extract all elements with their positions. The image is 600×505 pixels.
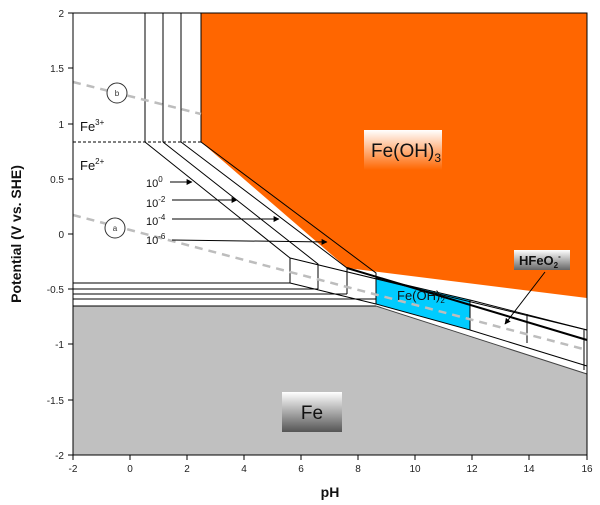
y-tick-label: -2 xyxy=(55,451,64,462)
x-tick-label: -2 xyxy=(69,464,78,475)
conc-label-base: 10 xyxy=(146,216,158,228)
fe3-label: Fe3+ xyxy=(80,118,105,134)
x-tick-label: 0 xyxy=(127,464,133,475)
fe-label: Fe xyxy=(301,403,323,424)
conc-arrows xyxy=(170,179,328,245)
fe3-feoh3-boundaries xyxy=(144,13,202,142)
x-tick-label: 6 xyxy=(298,464,304,475)
x-tick-label: 8 xyxy=(355,464,361,475)
feoh2-label-sub: 2 xyxy=(440,296,445,305)
fe3-label-charge: 3+ xyxy=(95,118,104,127)
conc-label: 10-6 xyxy=(146,232,166,247)
x-tick-label: 14 xyxy=(523,464,535,475)
feoh3-label-sub: 3 xyxy=(434,151,441,165)
hfeo2-label: HFeO2- xyxy=(519,252,561,270)
x-axis-title: pH xyxy=(321,484,340,500)
feoh2-label: Fe(OH)2 xyxy=(397,288,445,305)
water-line-a-label: a xyxy=(113,224,118,233)
water-line-b-marker: b xyxy=(106,82,128,104)
fe2-fe-boundaries xyxy=(73,282,376,307)
y-tick-label: 1.5 xyxy=(50,64,64,75)
feoh2-label-base: Fe(OH) xyxy=(397,288,440,303)
conc-label: 100 xyxy=(146,175,163,190)
conc-label-exp: 0 xyxy=(158,175,163,184)
y-ticks xyxy=(68,12,73,456)
x-tick-label: 16 xyxy=(581,464,593,475)
fe-region xyxy=(73,306,587,455)
fe2-label-charge: 2+ xyxy=(95,157,104,166)
y-tick-label: -1 xyxy=(55,340,64,351)
x-tick-label: 2 xyxy=(184,464,190,475)
fe-label-box xyxy=(282,392,342,432)
conc-label-group: 100 10-2 10-4 10-6 xyxy=(146,175,166,247)
conc-label-exp: -4 xyxy=(158,213,166,222)
fe-feoh2-boundary xyxy=(375,305,588,375)
conc-label-base: 10 xyxy=(146,235,158,247)
water-line-a xyxy=(72,213,588,352)
conc-label-exp: -2 xyxy=(158,195,166,204)
x-ticks xyxy=(72,455,588,460)
fe2-label-base: Fe xyxy=(80,158,95,173)
feoh3-label: Fe(OH)3 xyxy=(371,141,441,165)
y-tick-label: 1 xyxy=(58,120,64,131)
x-tick-label: 10 xyxy=(409,464,421,475)
water-line-b xyxy=(72,80,202,116)
x-tick-label: 4 xyxy=(241,464,247,475)
fe3-label-base: Fe xyxy=(80,119,95,134)
hfeo2-label-charge: - xyxy=(558,252,561,261)
hfeo2-label-base: HFeO xyxy=(519,253,554,268)
fe2-label: Fe2+ xyxy=(80,157,105,173)
hfeo2-arrow xyxy=(504,271,546,325)
feoh3-label-base: Fe(OH) xyxy=(371,141,434,162)
y-tick-label: 0 xyxy=(58,230,64,241)
y-tick-label: 2 xyxy=(58,9,64,20)
conc-label: 10-2 xyxy=(146,195,166,210)
x-tick-label: 12 xyxy=(466,464,478,475)
y-tick-label: -0.5 xyxy=(47,285,65,296)
water-line-a-marker: a xyxy=(104,217,126,239)
water-line-b-label: b xyxy=(115,89,120,98)
conc-label-exp: -6 xyxy=(158,232,166,241)
y-tick-label: 0.5 xyxy=(50,175,64,186)
hfeo2-label-box xyxy=(514,250,570,270)
y-tick-label: -1.5 xyxy=(47,396,65,407)
conc-label-base: 10 xyxy=(146,178,158,190)
feoh3-label-box xyxy=(364,130,442,170)
hfeo2-label-sub: 2 xyxy=(554,261,559,270)
y-axis-title: Potential (V vs. SHE) xyxy=(8,165,24,303)
conc-label-base: 10 xyxy=(146,198,158,210)
conc-label: 10-4 xyxy=(146,213,166,228)
